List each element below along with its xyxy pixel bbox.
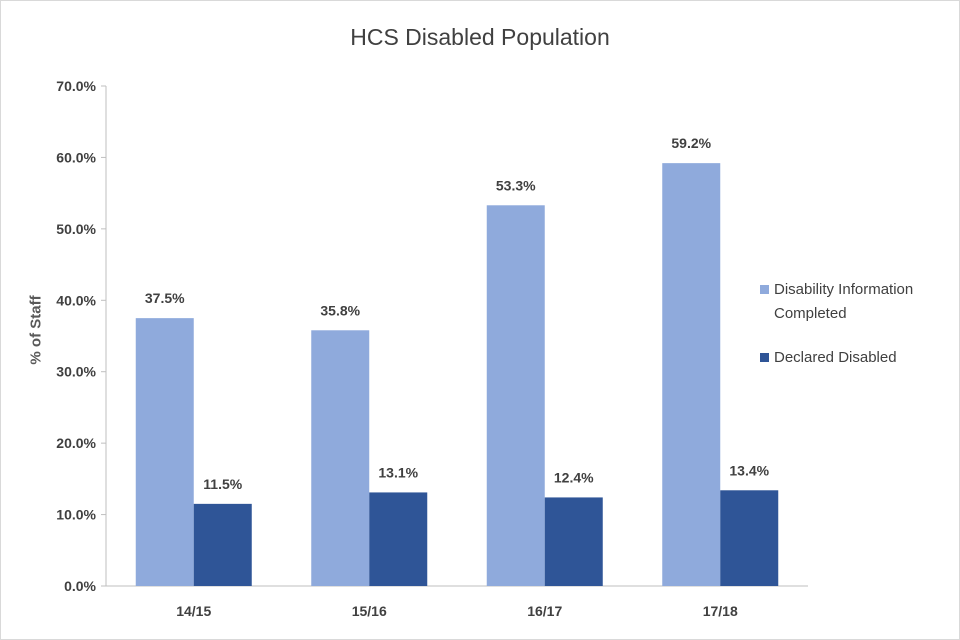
bar-data-label: 37.5% bbox=[145, 290, 185, 306]
y-tick-label: 60.0% bbox=[56, 149, 96, 165]
bar bbox=[720, 490, 779, 586]
y-tick-label: 70.0% bbox=[56, 78, 96, 94]
bar-data-label: 13.1% bbox=[378, 464, 418, 480]
bar-data-label: 13.4% bbox=[729, 462, 769, 478]
y-tick-label: 10.0% bbox=[56, 507, 96, 523]
y-tick-label: 50.0% bbox=[56, 221, 96, 237]
bar-data-label: 12.4% bbox=[554, 469, 594, 485]
bar bbox=[311, 330, 370, 586]
bar bbox=[544, 497, 603, 586]
bar-data-label: 53.3% bbox=[496, 177, 536, 193]
y-tick-label: 30.0% bbox=[56, 364, 96, 380]
x-tick-label: 16/17 bbox=[527, 603, 562, 619]
legend-swatch-declared-disabled bbox=[760, 353, 769, 362]
legend-item-info-completed: Disability Information Completed bbox=[760, 278, 950, 326]
legend-label-declared-disabled: Declared Disabled bbox=[774, 349, 897, 366]
legend-swatch-info-completed bbox=[760, 285, 769, 294]
bar bbox=[135, 318, 194, 586]
bar-data-label: 59.2% bbox=[671, 135, 711, 151]
bar-data-label: 35.8% bbox=[320, 302, 360, 318]
bar bbox=[369, 492, 428, 586]
legend-item-declared-disabled: Declared Disabled bbox=[760, 346, 950, 370]
y-tick-label: 40.0% bbox=[56, 292, 96, 308]
x-tick-label: 14/15 bbox=[176, 603, 211, 619]
legend: Disability Information Completed Declare… bbox=[760, 278, 950, 390]
bar bbox=[486, 205, 545, 587]
legend-label-info-completed: Disability Information Completed bbox=[774, 281, 914, 322]
bar-data-label: 11.5% bbox=[203, 476, 242, 492]
y-tick-label: 0.0% bbox=[64, 578, 96, 594]
bar bbox=[662, 163, 721, 586]
x-tick-label: 17/18 bbox=[703, 603, 738, 619]
chart-title: HCS Disabled Population bbox=[350, 24, 610, 50]
bar bbox=[193, 503, 252, 586]
y-tick-label: 20.0% bbox=[56, 435, 96, 451]
x-tick-label: 15/16 bbox=[352, 603, 387, 619]
